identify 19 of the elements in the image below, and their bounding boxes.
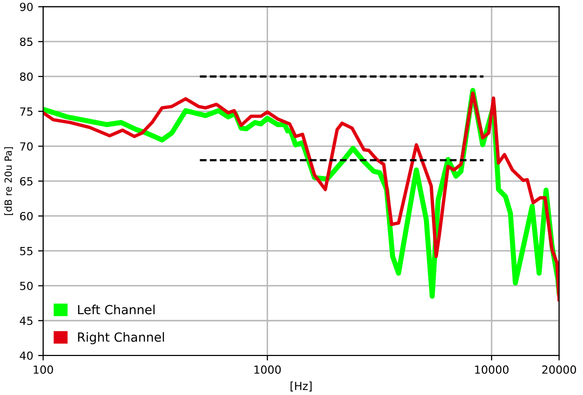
y-tick-label: 45 bbox=[20, 316, 32, 325]
y-tick-label: 90 bbox=[20, 2, 33, 12]
legend-label: Left Channel bbox=[78, 304, 155, 314]
legend-label: Right Channel bbox=[78, 332, 164, 344]
x-tick-label: 10000 bbox=[475, 365, 509, 374]
y-tick-label: 80 bbox=[20, 72, 33, 81]
y-tick-label: 85 bbox=[20, 38, 32, 46]
y-tick-label: 55 bbox=[20, 246, 32, 256]
y-tick-label: 50 bbox=[20, 282, 33, 290]
y-tick-label: 40 bbox=[20, 351, 33, 360]
y-axis-title: [dB re 20u Pa] bbox=[4, 147, 13, 215]
y-tick-label: 70 bbox=[20, 142, 33, 151]
y-tick-label: 75 bbox=[20, 107, 32, 116]
y-tick-label: 60 bbox=[20, 212, 33, 220]
x-tick-label: 1000 bbox=[254, 365, 281, 374]
y-tick-label: 65 bbox=[20, 177, 32, 186]
x-tick-label: 100 bbox=[34, 365, 54, 374]
x-axis-title: [Hz] bbox=[290, 382, 312, 392]
x-tick-label: 20000 bbox=[542, 365, 576, 374]
